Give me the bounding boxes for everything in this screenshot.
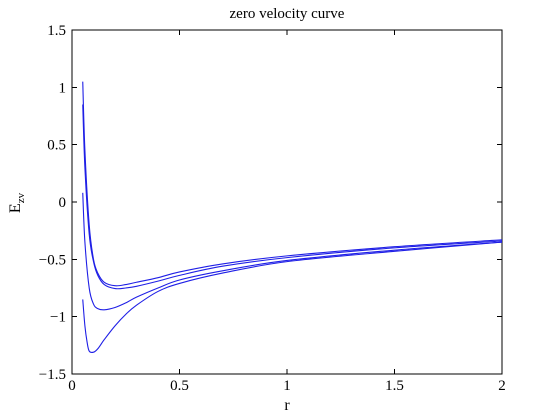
plot-area: 0 0.5 1 1.5 2 −1.5 −1 −0.5 0 0.5 1 1.5 — [39, 23, 506, 394]
series-line-4 — [82, 241, 503, 354]
y-tick-label: 0.5 — [47, 138, 66, 154]
series-layer — [82, 81, 503, 354]
x-axis-label: r — [284, 397, 290, 414]
x-tick-label: 0.5 — [170, 378, 189, 394]
y-axis-label-subscript: zv — [15, 192, 27, 203]
x-tick-label: 1 — [283, 378, 291, 394]
axis-ticks: 0 0.5 1 1.5 2 −1.5 −1 −0.5 0 0.5 1 1.5 — [39, 23, 506, 394]
x-tick-label: 1.5 — [385, 378, 404, 394]
y-tick-label: 0 — [59, 195, 67, 211]
y-tick-label: −1.5 — [39, 367, 66, 383]
series-line-3 — [82, 192, 503, 311]
x-tick-label: 2 — [498, 378, 506, 394]
y-tick-label: −0.5 — [39, 252, 66, 268]
y-tick-label: 1 — [59, 80, 67, 96]
series-line-1 — [82, 81, 503, 287]
chart-title: zero velocity curve — [230, 6, 345, 22]
series-line-2 — [82, 104, 503, 290]
y-tick-label: −1 — [50, 310, 66, 326]
axes-box — [71, 29, 503, 375]
y-axis-label-main: E — [7, 203, 24, 213]
y-tick-label: 1.5 — [47, 23, 66, 39]
x-tick-label: 0 — [68, 378, 76, 394]
y-axis-label: Ezv — [7, 192, 27, 213]
